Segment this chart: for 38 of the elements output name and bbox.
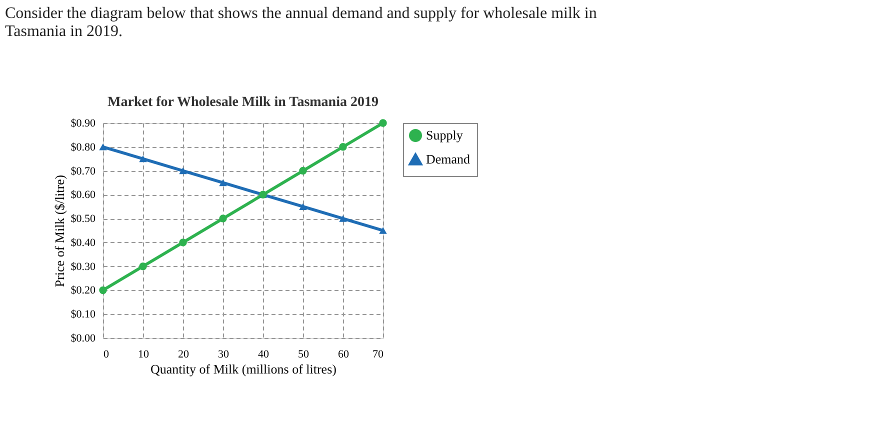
- legend-label: Demand: [426, 152, 471, 166]
- y-tick-label: $0.80: [70, 141, 96, 154]
- point: [299, 166, 307, 175]
- point: [179, 238, 187, 246]
- point: [99, 144, 107, 150]
- point: [219, 179, 227, 186]
- y-tick-label: $0.40: [70, 236, 96, 249]
- text: Consider the diagram below that shows the annual demand and supply for wholesale milk in Tasmania in 2019.: [5, 5, 597, 40]
- x-tick-label: 10: [138, 348, 150, 360]
- x-axis-title: Quantity of Milk (millions of litres): [150, 362, 336, 376]
- chart-title: Market for Wholesale Milk in Tasmania 2019: [108, 95, 378, 110]
- point: [139, 262, 147, 270]
- y-tick-label: $0.10: [70, 308, 96, 321]
- point: [379, 227, 387, 234]
- point: [99, 286, 107, 294]
- point: [219, 214, 227, 222]
- x-tick-label: 50: [298, 348, 310, 360]
- point: [179, 167, 187, 174]
- point: [379, 119, 387, 127]
- x-tick-label: 0: [104, 348, 110, 360]
- legend-label: Supply: [426, 128, 464, 142]
- y-tick-label: $0.20: [70, 284, 96, 297]
- point: [139, 155, 147, 162]
- point: [299, 203, 307, 210]
- y-tick-label: $0.70: [70, 165, 96, 178]
- y-tick-label: $0.30: [70, 260, 96, 273]
- y-tick-label: $0.90: [70, 118, 96, 130]
- point: [339, 143, 347, 151]
- y-tick-label: $0.50: [70, 213, 96, 226]
- x-tick-label: 70: [372, 348, 384, 360]
- x-tick-label: 60: [338, 348, 350, 360]
- x-tick-label: 40: [258, 348, 270, 360]
- x-tick-label: 30: [218, 348, 230, 360]
- point: [339, 215, 347, 222]
- y-tick-label: $0.00: [70, 332, 96, 344]
- y-tick-label: $0.60: [70, 189, 96, 202]
- y-axis-title: Price of Milk ($/litre): [52, 174, 67, 288]
- x-tick-label: 20: [178, 348, 190, 360]
